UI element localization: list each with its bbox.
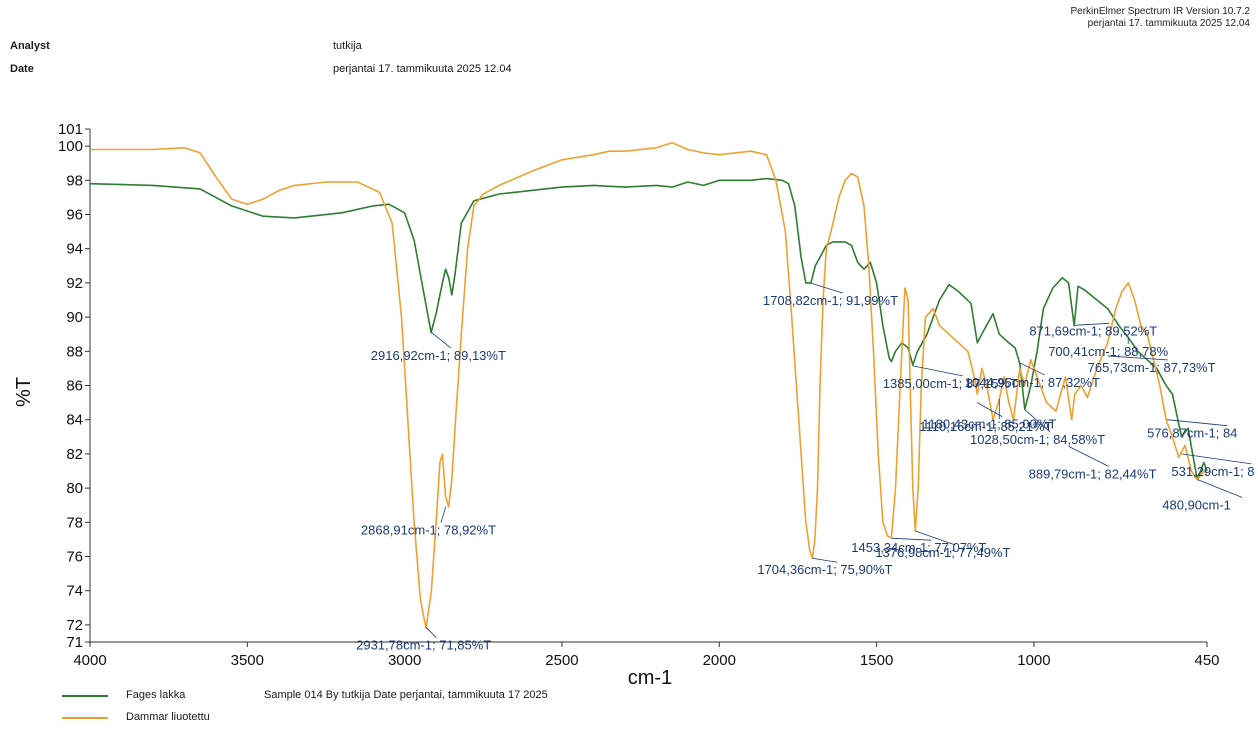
software-version: PerkinElmer Spectrum IR Version 10.7.2 <box>1070 6 1250 17</box>
annotation-leader <box>976 402 1003 417</box>
peak-annotation: 1044,95cm-1; 87,32%T <box>965 375 1100 390</box>
y-tick-label: 86 <box>66 378 83 395</box>
y-tick-label: 101 <box>58 121 83 138</box>
annotation-leader <box>430 331 452 349</box>
x-tick-label: 2000 <box>703 652 736 669</box>
date-value: perjantai 17. tammikuuta 2025 12.04 <box>333 63 512 75</box>
annotation-leader <box>810 282 844 294</box>
peak-annotation: 1376,98cm-1; 77,49%T <box>875 545 1010 560</box>
annotation-leader <box>1019 362 1045 376</box>
software-header: PerkinElmer Spectrum IR Version 10.7.2 p… <box>1070 6 1250 30</box>
x-tick-label: 3000 <box>388 652 421 669</box>
y-tick-label: 72 <box>66 617 83 634</box>
y-tick-label: 92 <box>66 275 83 292</box>
peak-annotation: 889,79cm-1; 82,44%T <box>1029 466 1157 481</box>
peak-annotation: 1385,00cm-1; 87,15%T <box>883 376 1018 391</box>
peak-annotation: 576,87cm-1; 84 <box>1147 426 1237 441</box>
x-tick-label: 2500 <box>545 652 578 669</box>
date-label: Date <box>10 63 34 75</box>
y-tick-label: 82 <box>66 446 83 463</box>
annotation-leader <box>1074 322 1110 326</box>
chart-series <box>89 141 1208 630</box>
legend-label-dammar: Dammar liuotettu <box>126 711 210 723</box>
header-datetime: perjantai 17. tammikuuta 2025 12.04 <box>1087 18 1250 29</box>
y-tick-label: 90 <box>66 309 83 326</box>
analyst-value: tutkija <box>333 40 362 52</box>
annotation-leader <box>425 627 437 638</box>
annotation-leader <box>915 530 956 546</box>
peak-annotation: 1704,36cm-1; 75,90%T <box>757 562 892 577</box>
peak-annotation: 2931,78cm-1; 71,85%T <box>356 637 491 652</box>
x-tick-label: 1000 <box>1017 652 1050 669</box>
y-tick-label: 80 <box>66 480 83 497</box>
annotation-leader <box>1197 479 1243 498</box>
legend-label-fages: Fages lakka <box>126 689 186 701</box>
peak-annotation: 700,41cm-1; 88,78% <box>1048 344 1168 359</box>
peak-annotation: 765,73cm-1; 87,73%T <box>1088 360 1216 375</box>
x-axis-title: cm-1 <box>628 667 672 689</box>
annotation-leader <box>1068 446 1109 467</box>
peak-annotation: 2916,92cm-1; 89,13%T <box>371 348 506 363</box>
peak-annotation: 1708,82cm-1; 91,99%T <box>763 293 898 308</box>
y-tick-label: 96 <box>66 207 83 224</box>
annotation-leader <box>1107 355 1168 361</box>
y-tick-label: 88 <box>66 343 83 360</box>
peak-annotation: 531,29cm-1; 8 <box>1171 464 1254 479</box>
annotation-leader <box>1181 453 1252 465</box>
peak-annotation: 1180,43cm-1; 85,00%T <box>922 417 1056 432</box>
peak-annotation: 2868,91cm-1; 78,92%T <box>361 523 496 538</box>
peak-annotation: 1028,50cm-1; 84,58%T <box>970 432 1105 447</box>
y-tick-label: 98 <box>66 172 83 189</box>
annotation-leader <box>1024 409 1051 433</box>
sample-info: Sample 014 By tutkija Date perjantai, ta… <box>264 689 548 701</box>
series-line-fages <box>89 177 1208 481</box>
x-tick-label: 3500 <box>231 652 264 669</box>
y-axis-title: %T <box>13 377 35 407</box>
x-tick-label: 450 <box>1194 652 1219 669</box>
chart-annotations: 2916,92cm-1; 89,13%T 2868,91cm-1; 78,92%T… <box>356 282 1255 652</box>
y-tick-label: 71 <box>66 634 83 651</box>
legend-swatch-fages <box>62 695 108 697</box>
y-tick-label: 94 <box>66 241 83 258</box>
x-tick-label: 4000 <box>73 652 106 669</box>
y-tick-label: 76 <box>66 549 83 566</box>
annotation-leader <box>891 537 932 541</box>
y-tick-label: 100 <box>58 138 83 155</box>
legend-swatch-dammar <box>62 717 108 719</box>
annotation-leader <box>440 506 447 523</box>
peak-annotation: 480,90cm-1 <box>1162 498 1231 513</box>
y-tick-label: 78 <box>66 514 83 531</box>
peak-annotation: 1110,16cm-1; 85,21%T <box>919 419 1052 434</box>
annotation-leader <box>912 365 963 377</box>
y-tick-label: 74 <box>66 583 83 600</box>
peak-annotation: 871,69cm-1; 89,52%T <box>1029 323 1157 338</box>
annotation-leader <box>812 557 838 563</box>
y-tick-label: 84 <box>66 412 83 429</box>
series-line-dammar <box>90 141 1208 630</box>
annotation-leader <box>1167 419 1228 427</box>
x-tick-label: 1500 <box>860 652 893 669</box>
analyst-label: Analyst <box>10 40 50 52</box>
